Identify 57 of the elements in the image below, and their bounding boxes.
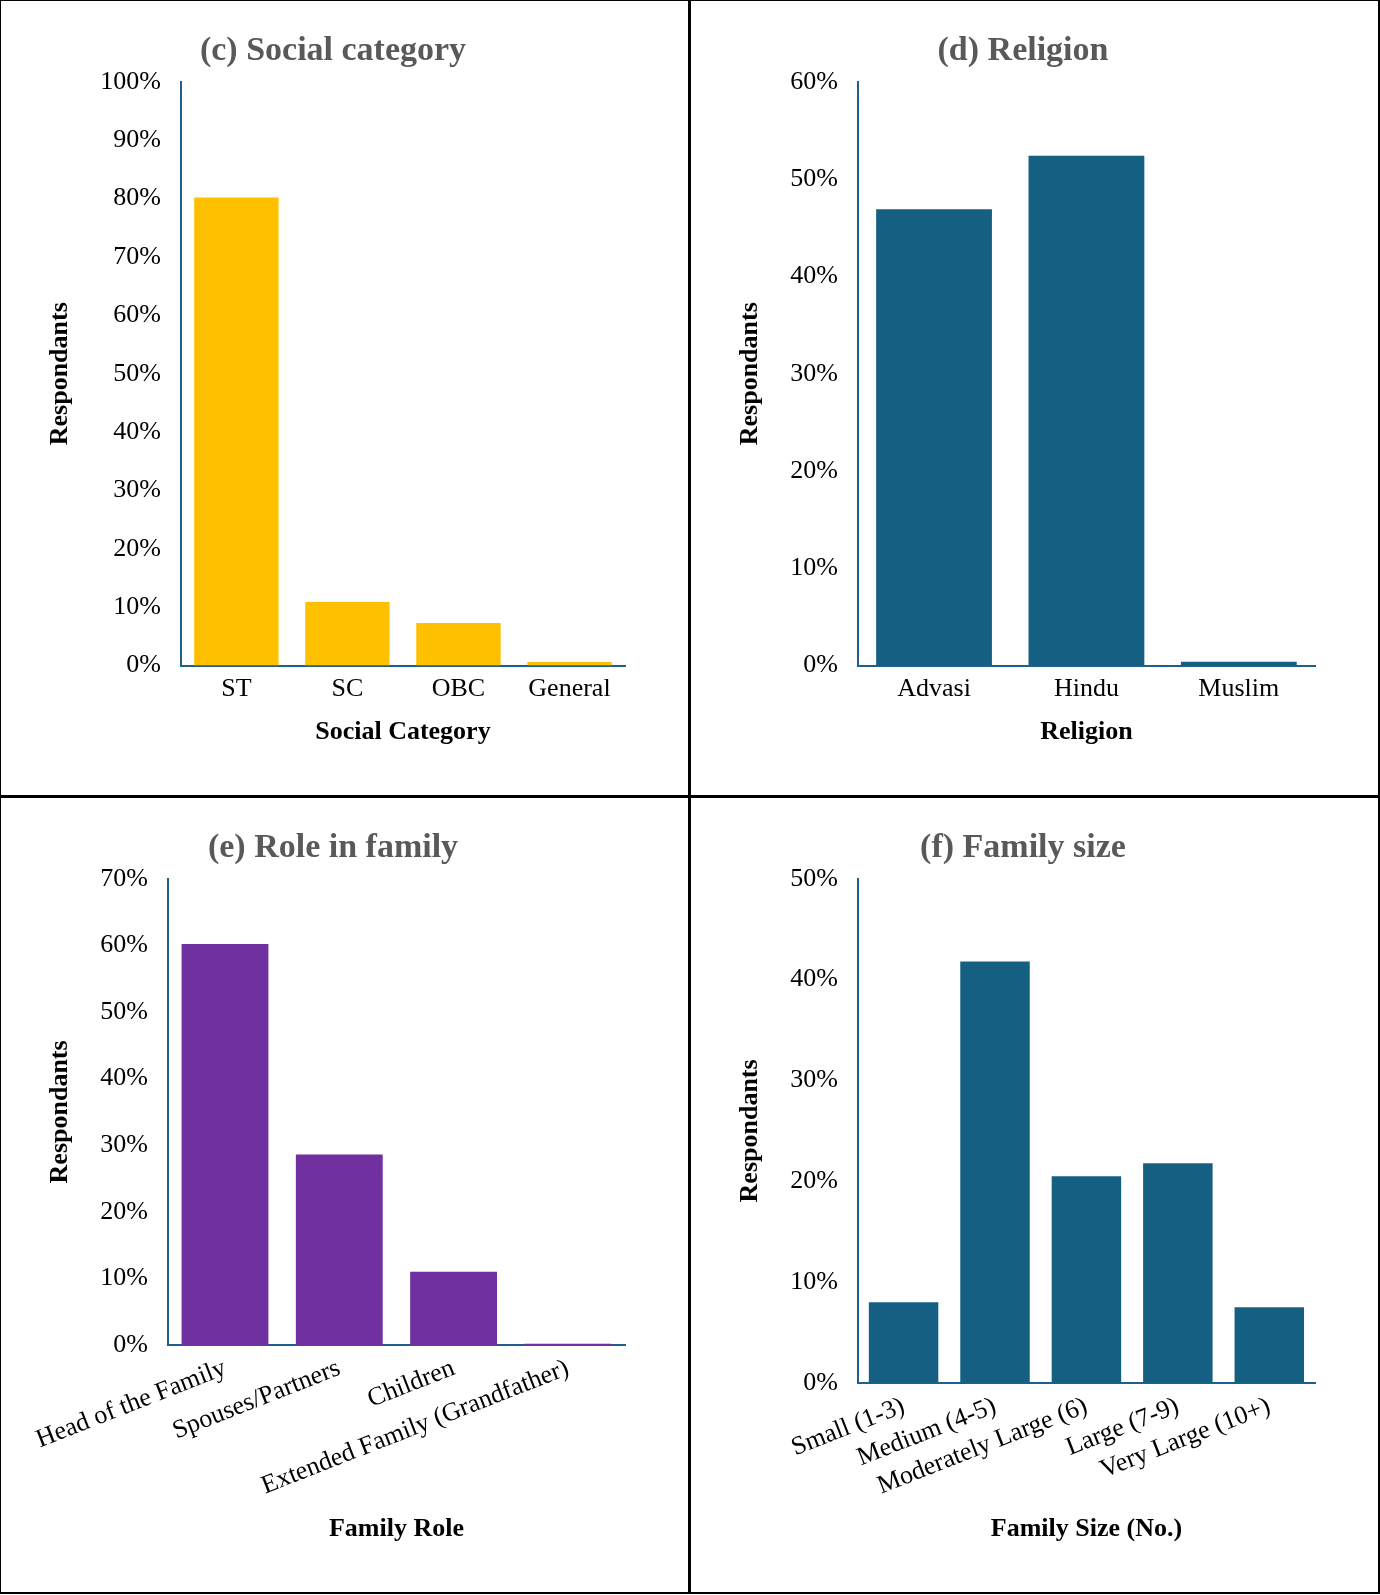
y-tick-label: 20% [113,532,161,562]
x-tick-label: Muslim [1198,673,1280,703]
y-tick-label: 70% [113,240,161,270]
x-tick-label: SC [331,673,364,703]
y-tick-label: 40% [100,1062,148,1092]
x-tick-label: Advasi [897,673,971,703]
x-tick-label: ST [221,673,252,703]
chart-title: (f) Family size [920,827,1126,866]
y-tick-label: 100% [100,65,161,95]
y-tick-label: 10% [113,591,161,621]
bar [416,622,501,666]
y-axis-title: Respondants [734,302,764,446]
y-tick-label: 40% [790,963,838,993]
y-tick-label: 70% [100,862,148,892]
x-axis-title: Social Category [315,716,491,746]
y-tick-label: 10% [790,1265,838,1295]
y-tick-label: 10% [100,1262,148,1292]
y-tick-label: 50% [113,357,161,387]
y-axis-title: Respondants [734,1059,764,1203]
y-tick-label: 30% [113,474,161,504]
x-axis-title: Family Role [328,1513,464,1543]
y-tick-label: 0% [126,649,161,679]
bar [305,601,390,666]
x-axis-title: Religion [1040,716,1134,746]
y-tick-label: 30% [790,357,838,387]
y-tick-label: 30% [100,1129,148,1159]
y-tick-label: 0% [113,1328,148,1358]
y-tick-label: 60% [790,65,838,95]
chart-title: (c) Social category [199,30,467,69]
y-tick-label: 50% [790,862,838,892]
bar [295,1154,383,1345]
bar [194,197,279,666]
y-tick-label: 90% [113,124,161,154]
y-tick-label: 40% [790,260,838,290]
y-tick-label: 60% [100,929,148,959]
y-tick-label: 10% [790,552,838,582]
x-tick-label: OBC [431,673,486,703]
y-tick-label: 30% [790,1064,838,1094]
x-tick-label: General [528,673,611,703]
y-tick-label: 20% [790,454,838,484]
bar [410,1271,497,1345]
y-tick-label: 50% [790,162,838,192]
chart-title: (e) Role in family [207,827,459,866]
x-axis-title: Family Size (No.) [990,1513,1183,1543]
y-axis-title: Respondants [44,1040,74,1184]
y-tick-label: 40% [113,415,161,445]
bar [181,944,269,1345]
y-tick-label: 0% [803,1366,838,1396]
chart-title: (d) Religion [937,30,1109,69]
y-tick-label: 0% [803,649,838,679]
y-tick-label: 80% [113,182,161,212]
x-tick-label: Hindu [1053,673,1119,703]
y-axis-title: Respondants [44,302,74,446]
y-tick-label: 20% [100,1195,148,1225]
y-tick-label: 60% [113,299,161,329]
y-tick-label: 20% [790,1165,838,1195]
y-tick-label: 50% [100,995,148,1025]
